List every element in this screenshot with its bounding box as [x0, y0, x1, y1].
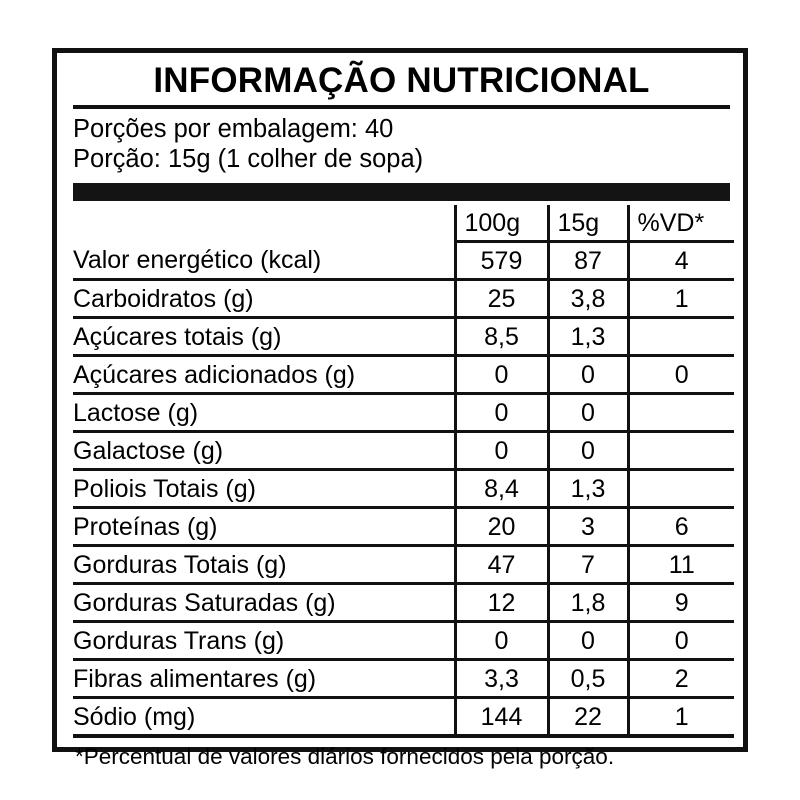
- table-row: Fibras alimentares (g) 3,3 0,5 2: [73, 659, 734, 699]
- value-100g: 579: [453, 241, 548, 281]
- value-portion: 3,8: [546, 279, 628, 319]
- page-title: INFORMAÇÃO NUTRICIONAL: [153, 61, 650, 100]
- value-100g: 0: [453, 355, 548, 395]
- table-row: Proteínas (g) 20 3 6: [73, 507, 734, 547]
- value-100g: 0: [453, 621, 548, 661]
- value-portion: 0: [546, 621, 628, 661]
- table-row: Lactose (g) 0 0: [73, 393, 734, 433]
- table-row: Galactose (g) 0 0: [73, 431, 734, 471]
- value-portion: 7: [546, 545, 628, 585]
- nutrient-name: Poliois Totais (g): [73, 469, 455, 509]
- table-row: Açúcares adicionados (g) 0 0 0: [73, 355, 734, 395]
- value-100g: 8,5: [453, 317, 548, 357]
- column-header-portion: 15g: [546, 205, 628, 243]
- value-dv: 9: [626, 583, 734, 623]
- nutrient-name: Fibras alimentares (g): [73, 659, 455, 699]
- value-dv: [626, 317, 734, 357]
- serving-info: Porções por embalagem: 40 Porção: 15g (1…: [73, 111, 730, 174]
- header-black-bar: [73, 183, 730, 201]
- nutrient-name: Gorduras Saturadas (g): [73, 583, 455, 623]
- nutrient-name: Valor energético (kcal): [73, 241, 455, 281]
- column-header-dv: %VD*: [626, 205, 734, 243]
- table-row: Gorduras Saturadas (g) 12 1,8 9: [73, 583, 734, 623]
- value-100g: 12: [453, 583, 548, 623]
- value-dv: 0: [626, 355, 734, 395]
- value-dv: 1: [626, 697, 734, 738]
- value-dv: [626, 393, 734, 433]
- value-portion: 0: [546, 431, 628, 471]
- value-dv: 0: [626, 621, 734, 661]
- column-header-100g: 100g: [453, 205, 548, 243]
- value-100g: 25: [453, 279, 548, 319]
- value-100g: 47: [453, 545, 548, 585]
- value-100g: 0: [453, 431, 548, 471]
- value-portion: 1,8: [546, 583, 628, 623]
- value-portion: 0: [546, 355, 628, 395]
- table-row: Carboidratos (g) 25 3,8 1: [73, 279, 734, 319]
- table-row: Sódio (mg) 144 22 1: [73, 697, 734, 738]
- value-100g: 20: [453, 507, 548, 547]
- nutrition-table: 100g 15g %VD* Valor energético (kcal) 579…: [73, 205, 734, 738]
- table-row: Gorduras Totais (g) 47 7 11: [73, 545, 734, 585]
- column-header-nutrient: [73, 205, 455, 242]
- value-portion: 3: [546, 507, 628, 547]
- table-row: Valor energético (kcal) 579 87 4: [73, 241, 734, 281]
- table-row: Açúcares totais (g) 8,5 1,3: [73, 317, 734, 357]
- value-dv: 11: [626, 545, 734, 585]
- value-dv: 2: [626, 659, 734, 699]
- servings-per-package: Porções por embalagem: 40: [73, 115, 394, 143]
- value-100g: 144: [453, 697, 548, 738]
- value-portion: 1,3: [546, 317, 628, 357]
- nutrient-name: Proteínas (g): [73, 507, 455, 547]
- value-portion: 0,5: [546, 659, 628, 699]
- table-row: Gorduras Trans (g) 0 0 0: [73, 621, 734, 661]
- value-dv: 6: [626, 507, 734, 547]
- nutrient-name: Açúcares totais (g): [73, 317, 455, 357]
- value-dv: 1: [626, 279, 734, 319]
- serving-size: Porção: 15g (1 colher de sopa): [73, 145, 424, 173]
- value-dv: [626, 431, 734, 471]
- value-100g: 0: [453, 393, 548, 433]
- value-100g: 8,4: [453, 469, 548, 509]
- value-portion: 1,3: [546, 469, 628, 509]
- nutrient-name: Lactose (g): [73, 393, 455, 433]
- nutrient-name: Gorduras Trans (g): [73, 621, 455, 661]
- nutrient-name: Sódio (mg): [73, 697, 455, 738]
- label-inner: INFORMAÇÃO NUTRICIONAL Porções por embal…: [73, 59, 734, 769]
- nutrient-name: Açúcares adicionados (g): [73, 355, 455, 395]
- title-divider: [73, 105, 730, 109]
- value-100g: 3,3: [453, 659, 548, 699]
- table-row: Poliois Totais (g) 8,4 1,3: [73, 469, 734, 509]
- value-dv: 4: [626, 241, 734, 281]
- table-header-row: 100g 15g %VD*: [73, 205, 734, 243]
- value-portion: 87: [546, 241, 628, 281]
- value-portion: 22: [546, 697, 628, 738]
- nutrient-name: Gorduras Totais (g): [73, 545, 455, 585]
- value-portion: 0: [546, 393, 628, 433]
- nutrient-name: Carboidratos (g): [73, 279, 455, 319]
- nutrient-name: Galactose (g): [73, 431, 455, 471]
- nutrition-label: INFORMAÇÃO NUTRICIONAL Porções por embal…: [52, 48, 748, 769]
- value-dv: [626, 469, 734, 509]
- footnote: *Percentual de valores diários fornecido…: [75, 744, 615, 769]
